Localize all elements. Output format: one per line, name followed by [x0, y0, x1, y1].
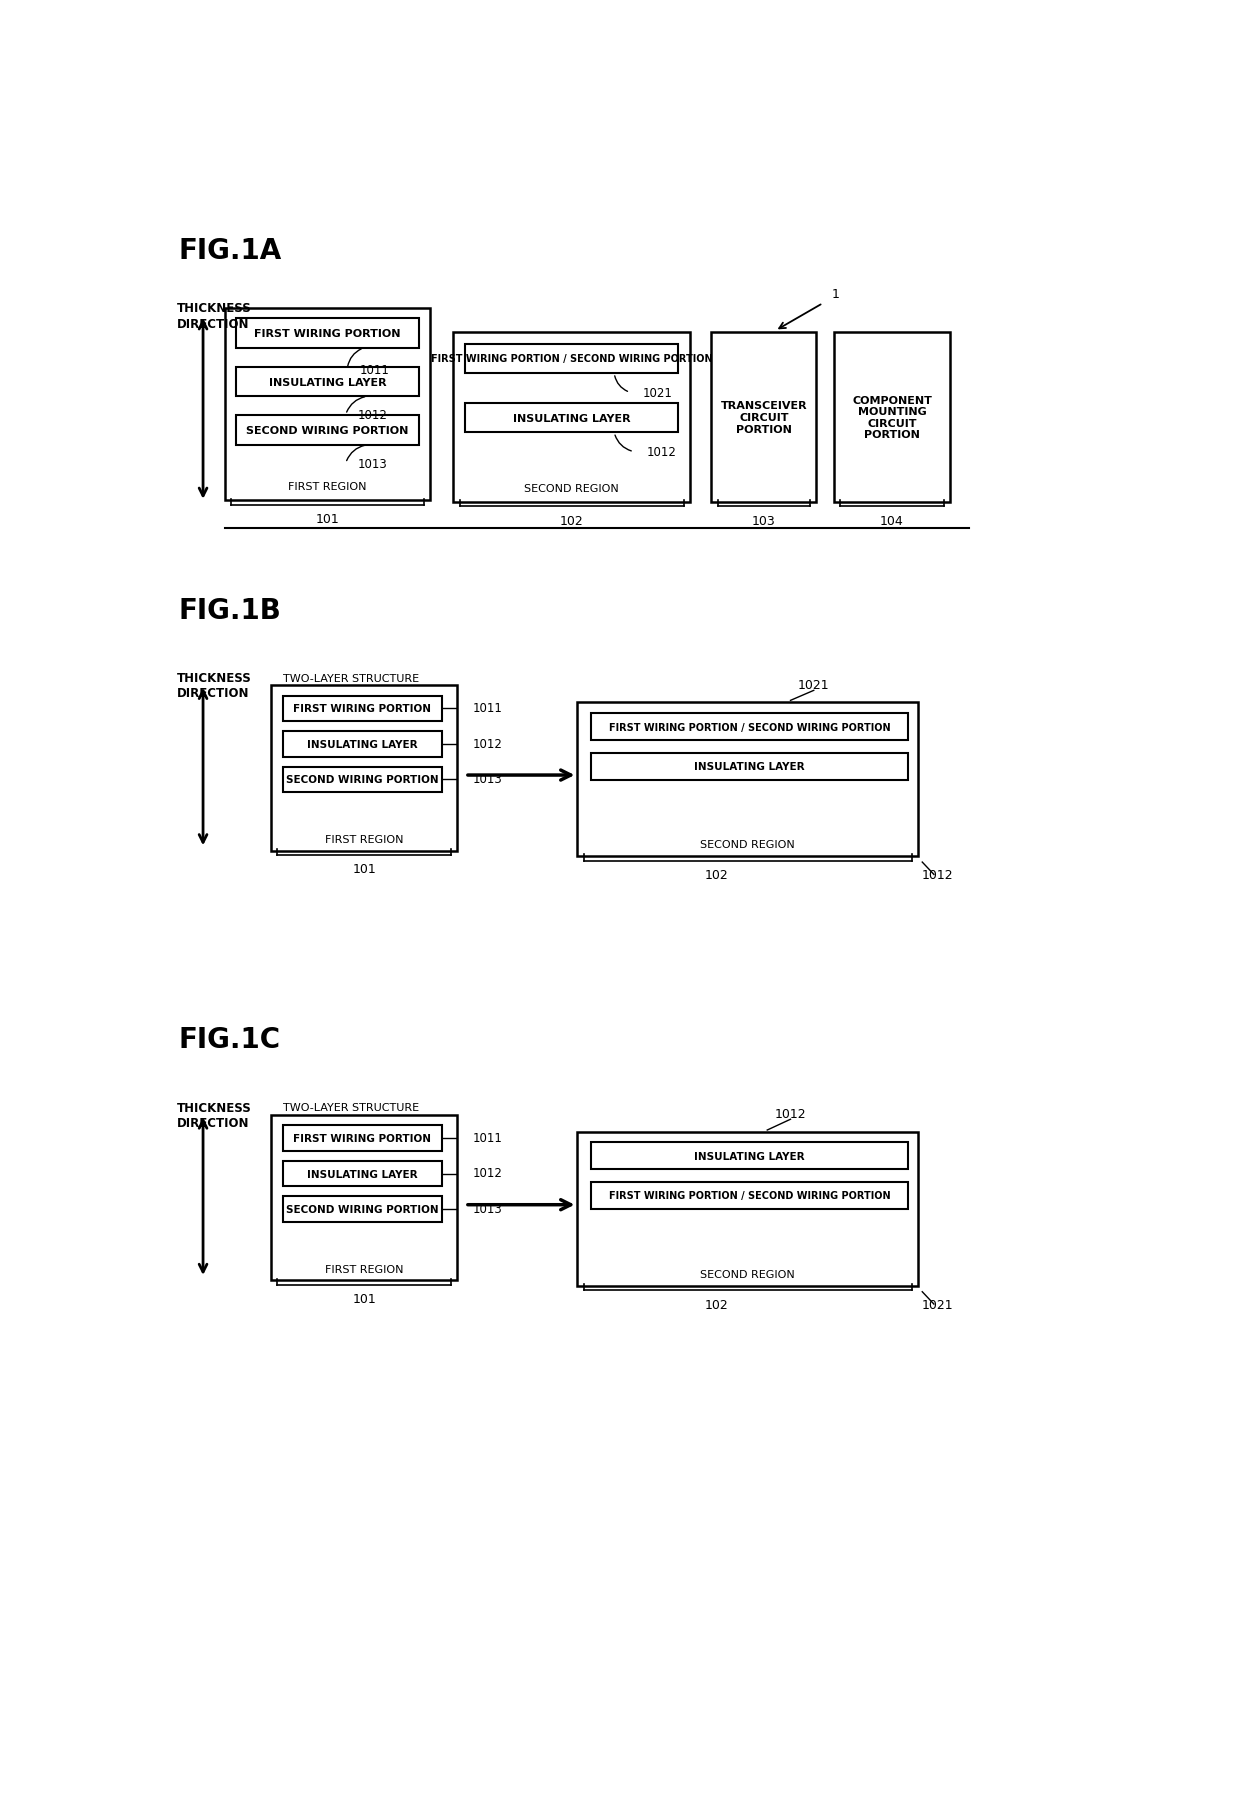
- Text: FIRST WIRING PORTION / SECOND WIRING PORTION: FIRST WIRING PORTION / SECOND WIRING POR…: [430, 354, 712, 365]
- Text: 1021: 1021: [797, 678, 830, 693]
- Bar: [712, 334, 816, 502]
- Text: 101: 101: [352, 1292, 376, 1306]
- Bar: [578, 1132, 919, 1286]
- Text: SECOND WIRING PORTION: SECOND WIRING PORTION: [286, 1204, 439, 1214]
- Text: 1011: 1011: [472, 702, 502, 715]
- Text: SECOND REGION: SECOND REGION: [701, 840, 795, 851]
- Bar: [283, 1161, 441, 1186]
- Text: FIRST WIRING PORTION / SECOND WIRING PORTION: FIRST WIRING PORTION / SECOND WIRING POR…: [609, 722, 890, 733]
- Bar: [454, 334, 689, 502]
- Bar: [224, 308, 430, 501]
- Bar: [272, 686, 458, 851]
- Text: TRANSCEIVER
CIRCUIT
PORTION: TRANSCEIVER CIRCUIT PORTION: [720, 401, 807, 434]
- Text: TWO-LAYER STRUCTURE: TWO-LAYER STRUCTURE: [283, 673, 419, 684]
- Text: 1011: 1011: [360, 363, 389, 377]
- Text: 1011: 1011: [472, 1132, 502, 1145]
- Bar: [590, 753, 908, 780]
- Text: 1021: 1021: [642, 386, 672, 399]
- Text: FIRST WIRING PORTION: FIRST WIRING PORTION: [294, 1134, 432, 1143]
- Text: 101: 101: [352, 863, 376, 876]
- Bar: [237, 368, 419, 397]
- Text: 1012: 1012: [472, 1166, 502, 1179]
- Text: 1013: 1013: [358, 457, 388, 470]
- Text: FIRST WIRING PORTION / SECOND WIRING PORTION: FIRST WIRING PORTION / SECOND WIRING POR…: [609, 1190, 890, 1201]
- Text: FIRST REGION: FIRST REGION: [325, 834, 403, 845]
- Text: 1: 1: [832, 288, 839, 301]
- Bar: [590, 1183, 908, 1208]
- Text: INSULATING LAYER: INSULATING LAYER: [269, 377, 386, 388]
- Bar: [465, 405, 678, 434]
- Text: 1013: 1013: [472, 773, 502, 785]
- Bar: [283, 731, 441, 756]
- Bar: [465, 345, 678, 374]
- Text: 1021: 1021: [921, 1297, 954, 1312]
- Bar: [283, 1197, 441, 1223]
- Text: 1013: 1013: [472, 1203, 502, 1215]
- Text: FIRST REGION: FIRST REGION: [288, 483, 367, 492]
- Text: SECOND REGION: SECOND REGION: [525, 484, 619, 493]
- Text: INSULATING LAYER: INSULATING LAYER: [694, 1152, 805, 1161]
- Text: 1012: 1012: [646, 446, 676, 459]
- Bar: [283, 1126, 441, 1152]
- Bar: [590, 715, 908, 740]
- Bar: [283, 697, 441, 722]
- Text: SECOND WIRING PORTION: SECOND WIRING PORTION: [247, 426, 409, 435]
- Text: TWO-LAYER STRUCTURE: TWO-LAYER STRUCTURE: [283, 1103, 419, 1112]
- Text: FIRST REGION: FIRST REGION: [325, 1264, 403, 1273]
- Text: 1012: 1012: [358, 408, 388, 423]
- Bar: [578, 702, 919, 856]
- Text: 102: 102: [706, 869, 729, 882]
- Text: INSULATING LAYER: INSULATING LAYER: [513, 414, 630, 423]
- Text: SECOND WIRING PORTION: SECOND WIRING PORTION: [286, 775, 439, 785]
- Text: 102: 102: [706, 1297, 729, 1312]
- Text: 1012: 1012: [921, 869, 954, 882]
- Bar: [237, 319, 419, 348]
- Text: FIRST WIRING PORTION: FIRST WIRING PORTION: [294, 704, 432, 715]
- Text: INSULATING LAYER: INSULATING LAYER: [308, 1168, 418, 1179]
- Text: 104: 104: [880, 515, 904, 528]
- Text: FIG.1C: FIG.1C: [179, 1025, 280, 1054]
- Text: FIG.1A: FIG.1A: [179, 238, 281, 265]
- Text: 102: 102: [559, 515, 584, 528]
- Text: THICKNESS
DIRECTION: THICKNESS DIRECTION: [176, 1101, 252, 1128]
- Text: INSULATING LAYER: INSULATING LAYER: [308, 740, 418, 749]
- Bar: [833, 334, 950, 502]
- Text: 1012: 1012: [775, 1108, 806, 1121]
- Text: THICKNESS
DIRECTION: THICKNESS DIRECTION: [176, 671, 252, 700]
- Text: 103: 103: [751, 515, 776, 528]
- Bar: [237, 415, 419, 446]
- Text: THICKNESS
DIRECTION: THICKNESS DIRECTION: [176, 303, 252, 330]
- Text: 101: 101: [315, 513, 340, 526]
- Text: COMPONENT
MOUNTING
CIRCUIT
PORTION: COMPONENT MOUNTING CIRCUIT PORTION: [852, 395, 932, 441]
- Text: FIRST WIRING PORTION: FIRST WIRING PORTION: [254, 328, 401, 339]
- Text: SECOND REGION: SECOND REGION: [701, 1270, 795, 1279]
- Text: FIG.1B: FIG.1B: [179, 597, 281, 624]
- Text: INSULATING LAYER: INSULATING LAYER: [694, 762, 805, 771]
- Bar: [590, 1143, 908, 1170]
- Text: 1012: 1012: [472, 736, 502, 751]
- Bar: [283, 767, 441, 793]
- Bar: [272, 1116, 458, 1281]
